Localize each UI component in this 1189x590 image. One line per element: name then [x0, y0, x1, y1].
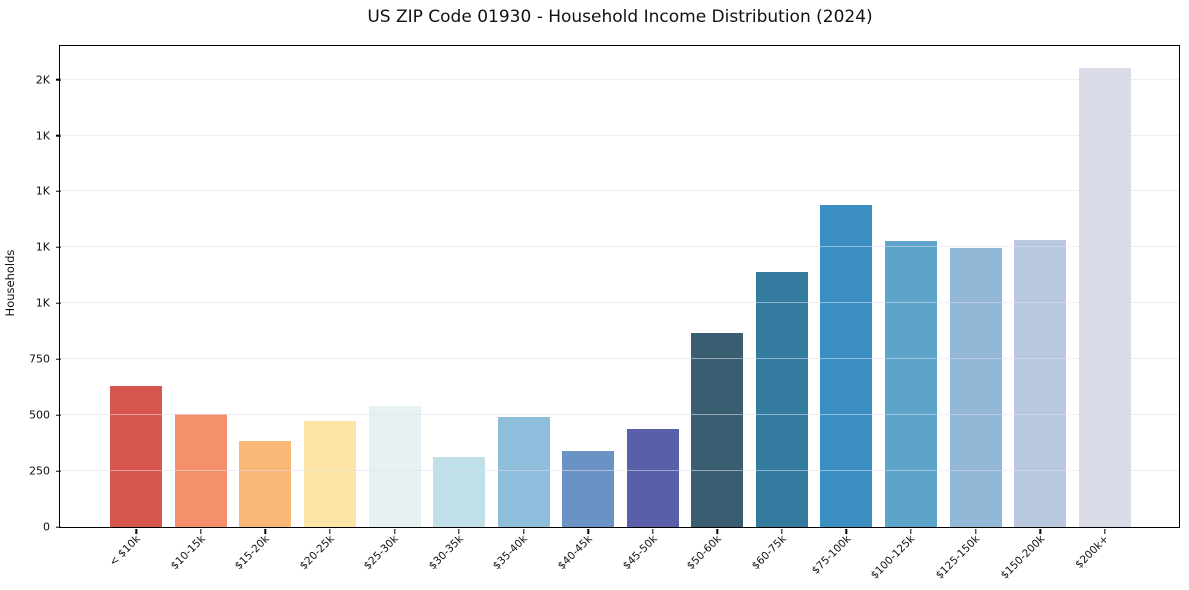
- x-tick-mark: [716, 529, 719, 534]
- y-tick-mark: [56, 302, 61, 304]
- x-tick-label: $35-40k: [491, 533, 531, 573]
- y-tick-label: 500: [29, 408, 50, 422]
- x-tick-label: $60-75k: [749, 533, 789, 573]
- bar-35-40k: [497, 417, 550, 527]
- bar-slot-4: $20-25k: [297, 46, 363, 572]
- bar-slot-11: $60-75k: [749, 46, 815, 572]
- bar-slot-16: $200k+: [1072, 46, 1137, 571]
- x-tick-mark: [200, 529, 202, 534]
- y-tick-mark: [56, 190, 61, 193]
- bar-20-25k: [303, 420, 356, 527]
- bar-100-125k: [885, 240, 938, 527]
- bar-15-20k: [239, 440, 292, 527]
- y-tick-label: 1K: [35, 296, 50, 310]
- y-tick-label: 1K: [35, 129, 50, 142]
- x-tick-label: $10-15k: [168, 533, 208, 573]
- y-tick-mark: [56, 78, 61, 81]
- x-tick-mark: [974, 529, 977, 534]
- bar-45-50k: [626, 428, 679, 527]
- x-tick-mark: [264, 529, 267, 534]
- bar-slot-13: $100-125k: [869, 46, 944, 582]
- y-tick-mark: [56, 526, 61, 528]
- y-tick-label: 250: [29, 464, 50, 478]
- x-tick-label: $150-200k: [998, 533, 1047, 582]
- bar-10k: [110, 386, 163, 527]
- bar-slot-7: $35-40k: [491, 46, 556, 572]
- x-tick-label: $15-20k: [232, 533, 272, 573]
- x-tick-label: $100-125k: [868, 533, 918, 582]
- bar-200k: [1078, 68, 1131, 527]
- y-tick-label: 1K: [35, 240, 50, 254]
- bar-10-15k: [174, 414, 227, 527]
- x-tick-label: $75-100k: [809, 533, 853, 577]
- x-tick-label: < $10k: [107, 533, 143, 569]
- bar-slot-1: < $10k: [104, 46, 169, 569]
- x-tick-mark: [393, 529, 396, 534]
- chart-title: US ZIP Code 01930 - Household Income Dis…: [367, 7, 873, 27]
- y-tick-mark: [56, 470, 61, 472]
- y-tick-mark: [56, 414, 61, 416]
- x-tick-label: $45-50k: [620, 533, 660, 573]
- x-tick-label: $25-30k: [361, 533, 402, 573]
- bar-slot-12: $75-100k: [809, 46, 879, 577]
- bar-75-100k: [820, 204, 873, 527]
- x-tick-mark: [845, 529, 848, 534]
- bar-slot-8: $40-45k: [556, 46, 621, 572]
- x-tick-label: $200k+: [1073, 533, 1112, 571]
- x-tick-mark: [1104, 529, 1106, 534]
- x-tick-mark: [587, 529, 589, 534]
- y-tick-mark: [56, 246, 61, 249]
- x-tick-mark: [458, 529, 460, 534]
- bar-40-45k: [562, 450, 615, 527]
- bar-30-35k: [433, 456, 486, 527]
- bar-slot-5: $25-30k: [362, 46, 427, 572]
- bar-150-200k: [1014, 239, 1067, 527]
- bar-60-75k: [755, 271, 808, 527]
- bar-slot-14: $125-150k: [934, 46, 1008, 582]
- y-axis: 0 250 500 750 1K 1K 1K 1K 2K: [0, 46, 61, 534]
- bar-25-30k: [368, 406, 421, 527]
- x-tick-mark: [1039, 529, 1041, 534]
- bar-slot-10: $50-60k: [685, 46, 750, 572]
- y-tick-label: 750: [29, 352, 50, 366]
- plot-area: 0 250 500 750 1K 1K 1K 1K 2K < $10k $10-15k $15-20…: [29, 45, 1180, 582]
- bar-slot-15: $150-200k: [998, 46, 1073, 582]
- y-tick-mark: [56, 134, 61, 137]
- x-tick-label: $30-35k: [426, 533, 466, 573]
- x-tick-mark: [329, 529, 331, 534]
- y-tick-mark: [56, 358, 61, 360]
- bar-slot-3: $15-20k: [233, 46, 298, 572]
- y-tick-label: 1K: [35, 184, 50, 198]
- y-tick-label: 2K: [35, 73, 50, 87]
- bar-slot-9: $45-50k: [620, 46, 686, 572]
- x-tick-label: $40-45k: [555, 533, 595, 573]
- x-tick-mark: [652, 529, 654, 534]
- bar-50-60k: [691, 333, 744, 527]
- y-tick-label: 0: [43, 520, 50, 534]
- x-tick-mark: [135, 529, 137, 534]
- x-tick-label: $20-25k: [297, 533, 337, 573]
- bar-slot-6: $30-35k: [426, 46, 492, 572]
- bar-slot-2: $10-15k: [168, 46, 234, 572]
- x-tick-label: $50-60k: [684, 533, 724, 573]
- x-tick-mark: [522, 529, 525, 534]
- bar-125-150k: [949, 248, 1002, 527]
- bars-row: < $10k $10-15k $15-20k $20-25k $25-30k $30-35…: [60, 46, 1179, 582]
- x-tick-label: $125-150k: [933, 533, 983, 582]
- x-tick-mark: [910, 529, 912, 534]
- x-tick-mark: [781, 529, 783, 534]
